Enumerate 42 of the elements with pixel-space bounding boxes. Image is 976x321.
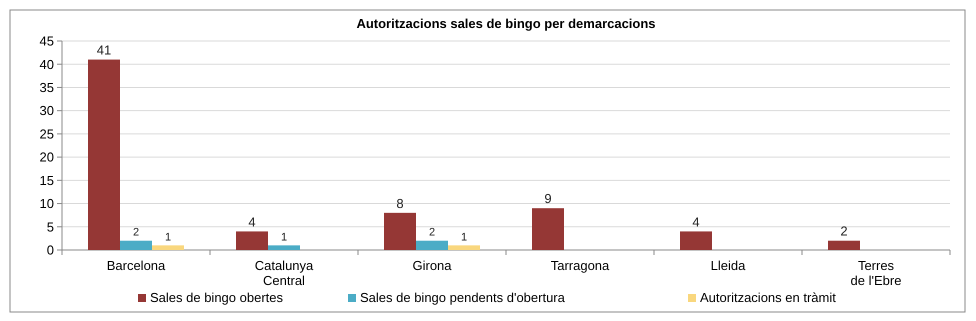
legend-label: Autoritzacions en tràmit	[700, 290, 836, 305]
x-tick-label: Tarragona	[550, 258, 610, 273]
x-tick-label: Girona	[412, 258, 452, 273]
bar	[680, 231, 712, 250]
y-tick-label: 5	[46, 219, 54, 234]
bar	[120, 240, 152, 250]
data-label: 1	[460, 231, 468, 244]
chart-title: Autoritzacions sales de bingo per demarcacions	[356, 16, 656, 31]
x-tick-label: Barcelona	[106, 258, 166, 273]
y-tick-label: 0	[46, 242, 54, 258]
legend-label: Sales de bingo pendents d'obertura	[360, 290, 566, 305]
data-label: 41	[96, 42, 112, 58]
legend-label: Sales de bingo obertes	[150, 290, 284, 305]
bar	[236, 231, 268, 250]
y-tick-label: 25	[40, 126, 54, 142]
x-tick-label: Terres de l'Ebre	[850, 258, 902, 288]
data-label: 2	[428, 226, 436, 239]
data-label: 4	[248, 214, 256, 230]
y-tick-label: 45	[40, 34, 54, 49]
bar	[268, 245, 300, 250]
bar	[384, 212, 416, 250]
bar	[532, 208, 564, 250]
data-label: 4	[692, 214, 700, 230]
y-tick-label: 40	[40, 56, 54, 72]
bar	[152, 245, 184, 250]
bar	[416, 240, 448, 250]
data-label: 8	[396, 196, 404, 211]
x-tick-label: Catalunya Central	[254, 258, 314, 288]
bar	[88, 60, 120, 250]
data-label: 9	[544, 191, 552, 206]
x-tick-label: Lleida	[710, 258, 746, 273]
data-label: 1	[280, 231, 288, 244]
data-label: 1	[164, 231, 172, 244]
y-tick-label: 35	[40, 80, 54, 95]
y-tick-label: 15	[40, 172, 54, 188]
bar	[448, 245, 480, 250]
bar	[828, 240, 860, 250]
y-tick-label: 30	[40, 103, 54, 118]
y-tick-label: 20	[40, 150, 54, 165]
data-label: 2	[132, 226, 140, 239]
data-label: 2	[840, 224, 848, 239]
y-tick-label: 10	[40, 196, 54, 212]
